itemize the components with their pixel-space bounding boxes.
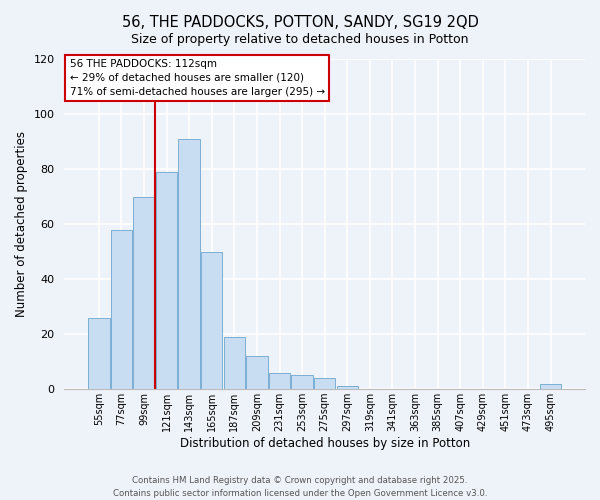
Y-axis label: Number of detached properties: Number of detached properties xyxy=(15,131,28,317)
Bar xyxy=(246,356,268,389)
Bar xyxy=(133,196,155,389)
Bar xyxy=(540,384,562,389)
Bar xyxy=(178,139,200,389)
Bar xyxy=(269,372,290,389)
Text: 56 THE PADDOCKS: 112sqm
← 29% of detached houses are smaller (120)
71% of semi-d: 56 THE PADDOCKS: 112sqm ← 29% of detache… xyxy=(70,59,325,97)
Bar xyxy=(224,337,245,389)
Bar xyxy=(110,230,132,389)
Text: 56, THE PADDOCKS, POTTON, SANDY, SG19 2QD: 56, THE PADDOCKS, POTTON, SANDY, SG19 2Q… xyxy=(122,15,478,30)
Bar xyxy=(88,318,110,389)
Text: Size of property relative to detached houses in Potton: Size of property relative to detached ho… xyxy=(131,32,469,46)
Text: Contains HM Land Registry data © Crown copyright and database right 2025.
Contai: Contains HM Land Registry data © Crown c… xyxy=(113,476,487,498)
Bar xyxy=(156,172,177,389)
Bar xyxy=(337,386,358,389)
Bar xyxy=(314,378,335,389)
Bar xyxy=(201,252,223,389)
Bar xyxy=(292,376,313,389)
X-axis label: Distribution of detached houses by size in Potton: Distribution of detached houses by size … xyxy=(179,437,470,450)
